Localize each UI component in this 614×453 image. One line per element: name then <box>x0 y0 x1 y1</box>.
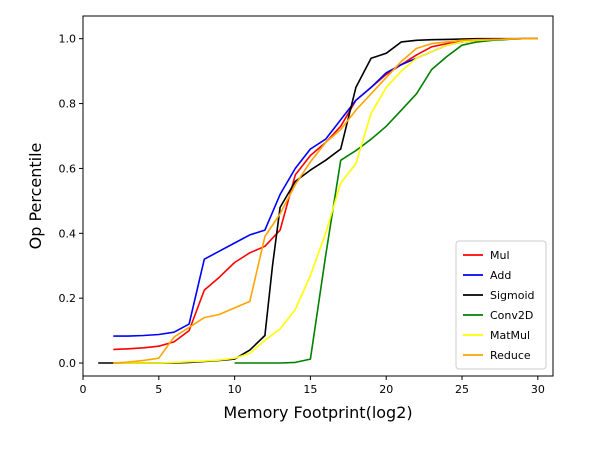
y-tick-label: 0.6 <box>59 162 77 175</box>
x-tick-label: 20 <box>379 383 393 396</box>
y-tick-label: 0.0 <box>59 357 77 370</box>
legend-label-sigmoid: Sigmoid <box>490 289 535 302</box>
x-tick-label: 30 <box>531 383 545 396</box>
x-tick-label: 5 <box>155 383 162 396</box>
y-tick-label: 0.8 <box>59 98 77 111</box>
x-tick-label: 25 <box>455 383 469 396</box>
x-axis-label: Memory Footprint(log2) <box>223 403 412 422</box>
legend: Mul Add Sigmoid Conv2D MatMul Reduce <box>455 240 547 370</box>
legend-box <box>455 240 547 370</box>
legend-label-add: Add <box>490 269 511 282</box>
y-tick-label: 0.2 <box>59 292 77 305</box>
x-tick-label: 0 <box>80 383 87 396</box>
plot-frame <box>82 15 554 377</box>
y-axis-ticks: 0.0 0.2 0.4 0.6 0.8 1.0 <box>59 33 83 370</box>
legend-label-matmul: MatMul <box>490 329 530 342</box>
x-tick-label: 15 <box>303 383 317 396</box>
legend-label-conv2d: Conv2D <box>490 309 533 322</box>
y-axis-label: Op Percentile <box>26 143 45 250</box>
y-tick-label: 1.0 <box>59 33 77 46</box>
legend-label-mul: Mul <box>490 249 510 262</box>
x-tick-label: 10 <box>228 383 242 396</box>
series-line-conv2d <box>234 37 538 364</box>
series-lines <box>98 37 538 364</box>
series-line-reduce <box>113 37 538 364</box>
legend-label-reduce: Reduce <box>490 349 531 362</box>
y-tick-label: 0.4 <box>59 227 77 240</box>
x-axis-ticks: 0 5 10 15 20 25 30 <box>80 376 545 396</box>
series-line-matmul <box>113 37 538 364</box>
